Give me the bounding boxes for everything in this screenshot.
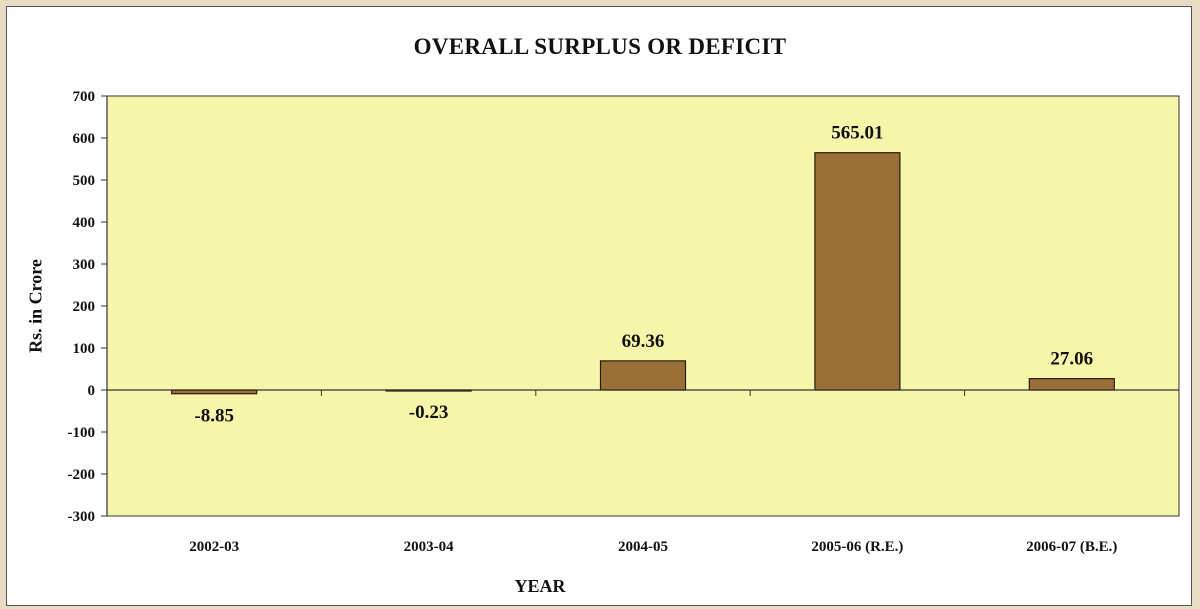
y-tick-label: 500 <box>73 173 96 189</box>
y-tick-label: 400 <box>73 215 96 231</box>
x-axis: 2002-03 2003-04 2004-05 2005-06 (R.E.) 2006-… <box>106 389 1180 555</box>
x-tick-label: 2006-07 (B.E.) <box>1026 539 1117 555</box>
x-axis-title: YEAR <box>514 576 566 596</box>
chart-title: OVERALL SURPLUS OR DEFICIT <box>413 34 787 59</box>
data-label: 27.06 <box>1050 349 1093 370</box>
bar <box>599 360 687 391</box>
data-label: -8.85 <box>194 406 234 427</box>
plot-area <box>106 95 1180 517</box>
y-tick-label: 200 <box>73 299 96 315</box>
y-tick-label: 300 <box>73 257 96 273</box>
data-labels: -8.85 -0.23 69.36 565.01 27.06 <box>194 123 1093 427</box>
y-tick-label: -200 <box>68 467 96 483</box>
y-tick-label: 700 <box>73 89 96 105</box>
y-tick-label: 600 <box>73 131 96 147</box>
y-axis: 700 600 500 400 300 200 100 0 -100 -200 -300 <box>68 89 108 525</box>
data-label: 69.36 <box>622 331 665 352</box>
y-tick-label: 100 <box>73 341 96 357</box>
x-tick-label: 2005-06 (R.E.) <box>811 539 903 555</box>
bar <box>1028 378 1115 391</box>
y-tick-label: 0 <box>88 383 96 399</box>
y-tick-label: -300 <box>68 509 96 525</box>
x-tick-label: 2004-05 <box>618 539 668 555</box>
bar <box>814 152 901 391</box>
y-tick-label: -100 <box>68 425 96 441</box>
data-label: -0.23 <box>409 402 449 423</box>
x-tick-label: 2002-03 <box>189 539 239 555</box>
data-label: 565.01 <box>831 123 883 144</box>
x-tick-label: 2003-04 <box>404 539 454 555</box>
